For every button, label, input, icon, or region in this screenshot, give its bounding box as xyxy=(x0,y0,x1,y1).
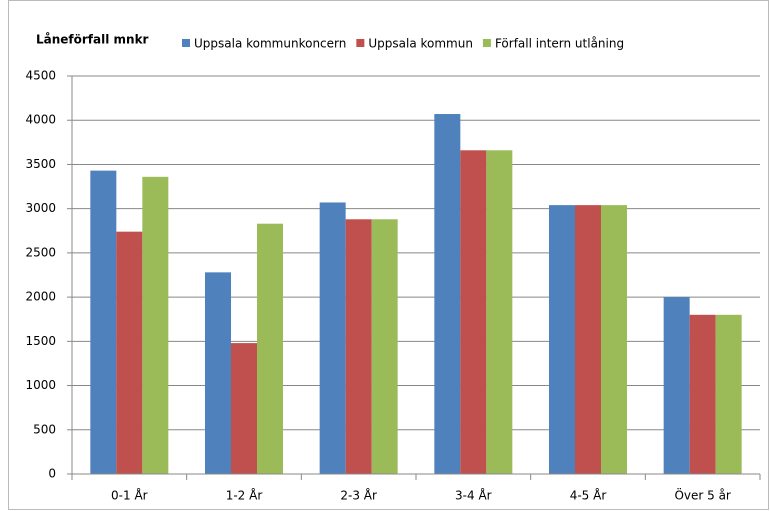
legend-swatch xyxy=(182,39,190,47)
chart-title: Låneförfall mnkr xyxy=(36,33,149,47)
y-tick-label: 3500 xyxy=(25,157,56,171)
bar xyxy=(663,297,690,474)
y-tick-label: 2000 xyxy=(25,290,56,304)
bar xyxy=(116,231,143,474)
x-tick-label: 0-1 År xyxy=(111,488,148,503)
bar xyxy=(205,272,231,474)
x-tick-label: Över 5 år xyxy=(674,487,730,503)
bar xyxy=(257,223,283,474)
y-tick-label: 1000 xyxy=(25,378,56,392)
y-tick-label: 3000 xyxy=(25,201,56,215)
bar xyxy=(575,205,601,474)
legend-label: Förfall intern utlåning xyxy=(495,37,624,51)
y-tick-label: 500 xyxy=(33,422,56,436)
bar xyxy=(434,114,461,474)
legend-swatch xyxy=(482,39,491,47)
bar xyxy=(319,202,346,474)
bar xyxy=(486,150,513,474)
legend-label: Uppsala kommunkoncern xyxy=(194,37,346,51)
y-tick-label: 4500 xyxy=(25,69,56,83)
legend-swatch xyxy=(356,39,365,47)
x-tick-label: 1-2 År xyxy=(226,488,263,503)
y-tick-label: 1500 xyxy=(25,334,56,348)
bar xyxy=(345,219,372,474)
bar xyxy=(231,343,257,474)
x-tick-label: 2-3 År xyxy=(340,488,377,503)
y-tick-label: 4000 xyxy=(25,113,56,127)
bar xyxy=(601,205,627,474)
x-tick-label: 4-5 År xyxy=(570,488,607,503)
legend: Uppsala kommunkoncern Uppsala kommun Förfa… xyxy=(182,37,624,51)
bar xyxy=(460,150,487,474)
y-tick-label: 2500 xyxy=(25,245,56,259)
x-tick-label: 3-4 År xyxy=(455,488,492,503)
bar xyxy=(549,205,575,474)
bar xyxy=(90,170,117,474)
bar xyxy=(142,176,169,474)
bar xyxy=(689,314,716,474)
bar xyxy=(371,219,398,474)
legend-label: Uppsala kommun xyxy=(368,37,473,51)
bar xyxy=(715,314,742,474)
y-tick-label: 0 xyxy=(48,467,56,481)
